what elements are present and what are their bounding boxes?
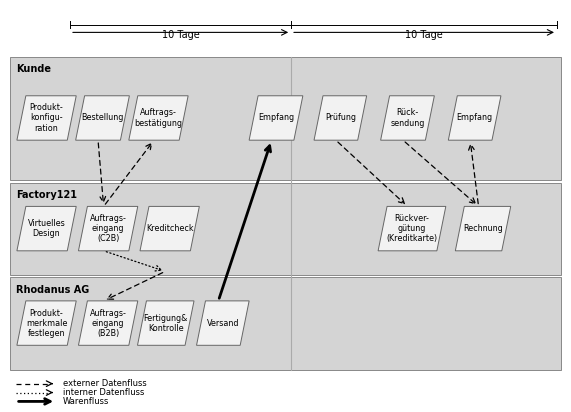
Text: Bestellung: Bestellung xyxy=(81,113,124,122)
Polygon shape xyxy=(381,96,435,140)
Polygon shape xyxy=(78,301,138,345)
Polygon shape xyxy=(17,206,76,251)
Polygon shape xyxy=(249,96,303,140)
Text: Rhodanus AG: Rhodanus AG xyxy=(16,285,89,295)
Text: Rückver-
gütung
(Kreditkarte): Rückver- gütung (Kreditkarte) xyxy=(387,214,437,243)
Polygon shape xyxy=(448,96,501,140)
Text: Prüfung: Prüfung xyxy=(325,113,356,122)
Text: Fertigung&
Kontrolle: Fertigung& Kontrolle xyxy=(143,314,188,332)
Text: Produkt-
merkmale
festlegen: Produkt- merkmale festlegen xyxy=(26,309,67,338)
Text: Empfang: Empfang xyxy=(457,113,493,122)
Polygon shape xyxy=(455,206,510,251)
Polygon shape xyxy=(17,301,76,345)
Text: Rück-
sendung: Rück- sendung xyxy=(391,108,425,127)
FancyBboxPatch shape xyxy=(10,277,561,370)
Text: Produkt-
konfigu-
ration: Produkt- konfigu- ration xyxy=(30,103,63,133)
Polygon shape xyxy=(78,206,138,251)
Text: Versand: Versand xyxy=(207,318,239,328)
Text: Kreditcheck: Kreditcheck xyxy=(146,224,194,233)
Text: Auftrags-
eingang
(C2B): Auftrags- eingang (C2B) xyxy=(90,214,127,243)
Text: Kunde: Kunde xyxy=(16,64,51,74)
Text: Auftrags-
bestätigung: Auftrags- bestätigung xyxy=(135,108,183,127)
Text: Rechnung: Rechnung xyxy=(463,224,503,233)
Text: Auftrags-
eingang
(B2B): Auftrags- eingang (B2B) xyxy=(90,309,127,338)
FancyBboxPatch shape xyxy=(10,183,561,275)
Polygon shape xyxy=(138,301,194,345)
Text: Empfang: Empfang xyxy=(258,113,294,122)
Text: 10 Tage: 10 Tage xyxy=(162,30,199,40)
Text: 10 Tage: 10 Tage xyxy=(405,30,443,40)
Text: Factory121: Factory121 xyxy=(16,190,77,200)
Polygon shape xyxy=(140,206,199,251)
Text: Warenfluss: Warenfluss xyxy=(63,397,109,406)
Polygon shape xyxy=(17,96,76,140)
Polygon shape xyxy=(75,96,130,140)
FancyBboxPatch shape xyxy=(10,56,561,180)
Text: Virtuelles
Design: Virtuelles Design xyxy=(27,219,66,238)
Text: interner Datenfluss: interner Datenfluss xyxy=(63,388,144,397)
Polygon shape xyxy=(196,301,249,345)
Polygon shape xyxy=(314,96,367,140)
Polygon shape xyxy=(378,206,446,251)
Polygon shape xyxy=(129,96,188,140)
Text: externer Datenfluss: externer Datenfluss xyxy=(63,379,147,388)
